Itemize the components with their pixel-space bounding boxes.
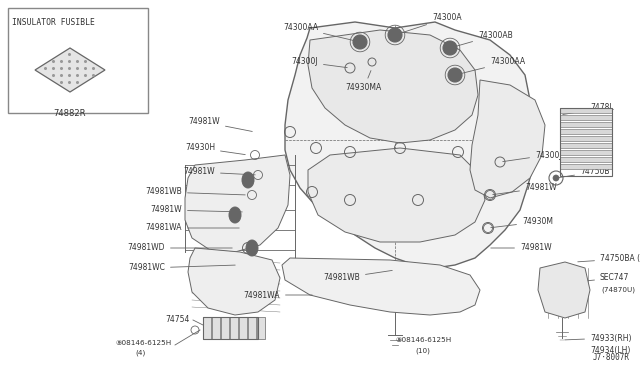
Text: 74300AB: 74300AB [452, 31, 513, 47]
Ellipse shape [246, 240, 258, 256]
Text: 74981W: 74981W [493, 183, 557, 195]
Text: 7478L: 7478L [563, 103, 614, 115]
Text: 74882R: 74882R [54, 109, 86, 118]
Bar [221, 317, 229, 339]
Text: 74981W: 74981W [150, 205, 242, 215]
Circle shape [353, 35, 367, 49]
Bar [203, 317, 211, 339]
Text: 74981WA: 74981WA [243, 291, 312, 299]
Bar [560, 122, 612, 127]
Polygon shape [308, 148, 485, 242]
Bar [560, 129, 612, 134]
Text: 74930MA: 74930MA [346, 71, 382, 93]
Text: 74981W: 74981W [491, 244, 552, 253]
Text: J7·8007R: J7·8007R [593, 353, 630, 362]
Bar [248, 317, 256, 339]
Text: 74934(LH): 74934(LH) [590, 346, 630, 355]
Ellipse shape [242, 172, 254, 188]
Bar [230, 317, 238, 339]
Text: 74981WB: 74981WB [323, 270, 392, 282]
Text: 74981WC: 74981WC [128, 263, 236, 273]
Polygon shape [185, 155, 290, 252]
Bar [560, 108, 612, 176]
Bar [203, 317, 258, 339]
Polygon shape [188, 248, 280, 315]
Bar [560, 108, 612, 113]
Text: 74981W: 74981W [184, 167, 255, 176]
Text: 74300J: 74300J [503, 151, 562, 161]
Circle shape [448, 68, 462, 82]
Circle shape [388, 28, 402, 42]
Bar [212, 317, 220, 339]
Text: 74750B: 74750B [559, 167, 609, 177]
Text: 74300AA: 74300AA [283, 23, 357, 41]
Circle shape [553, 175, 559, 181]
Bar [8, 8, 148, 113]
Text: 74933(RH): 74933(RH) [564, 334, 632, 343]
Ellipse shape [229, 207, 241, 223]
Polygon shape [282, 258, 480, 315]
Text: 74930H: 74930H [185, 144, 245, 155]
Text: (74870U): (74870U) [601, 287, 635, 293]
Text: 74981WB: 74981WB [145, 187, 245, 196]
Bar [257, 317, 265, 339]
Text: (4): (4) [135, 350, 145, 356]
Text: SEC747: SEC747 [578, 273, 629, 282]
Bar [560, 136, 612, 141]
Text: 74300J: 74300J [291, 58, 348, 68]
Bar [239, 317, 247, 339]
Polygon shape [538, 262, 590, 318]
Circle shape [443, 41, 457, 55]
Bar [560, 115, 612, 120]
Text: INSULATOR FUSIBLE: INSULATOR FUSIBLE [12, 18, 95, 27]
Text: 74930M: 74930M [491, 218, 553, 228]
Bar [560, 164, 612, 169]
Text: (10): (10) [415, 347, 430, 353]
Text: 74300AA: 74300AA [458, 58, 525, 74]
Bar [560, 157, 612, 162]
Text: ⑨08146-6125H: ⑨08146-6125H [395, 337, 451, 343]
Text: 74981W: 74981W [188, 118, 252, 131]
Polygon shape [35, 48, 105, 92]
Text: 74981WA: 74981WA [145, 224, 239, 232]
Bar [560, 150, 612, 155]
Polygon shape [308, 30, 478, 143]
Text: 74981WD: 74981WD [127, 244, 232, 253]
Text: 74300A: 74300A [397, 13, 461, 34]
Text: 74750BA (RH+LH): 74750BA (RH+LH) [578, 253, 640, 263]
Text: ⑨08146-6125H: ⑨08146-6125H [115, 340, 172, 346]
Bar [560, 143, 612, 148]
Polygon shape [285, 22, 535, 268]
Polygon shape [470, 80, 545, 198]
Text: 74754: 74754 [166, 315, 190, 324]
